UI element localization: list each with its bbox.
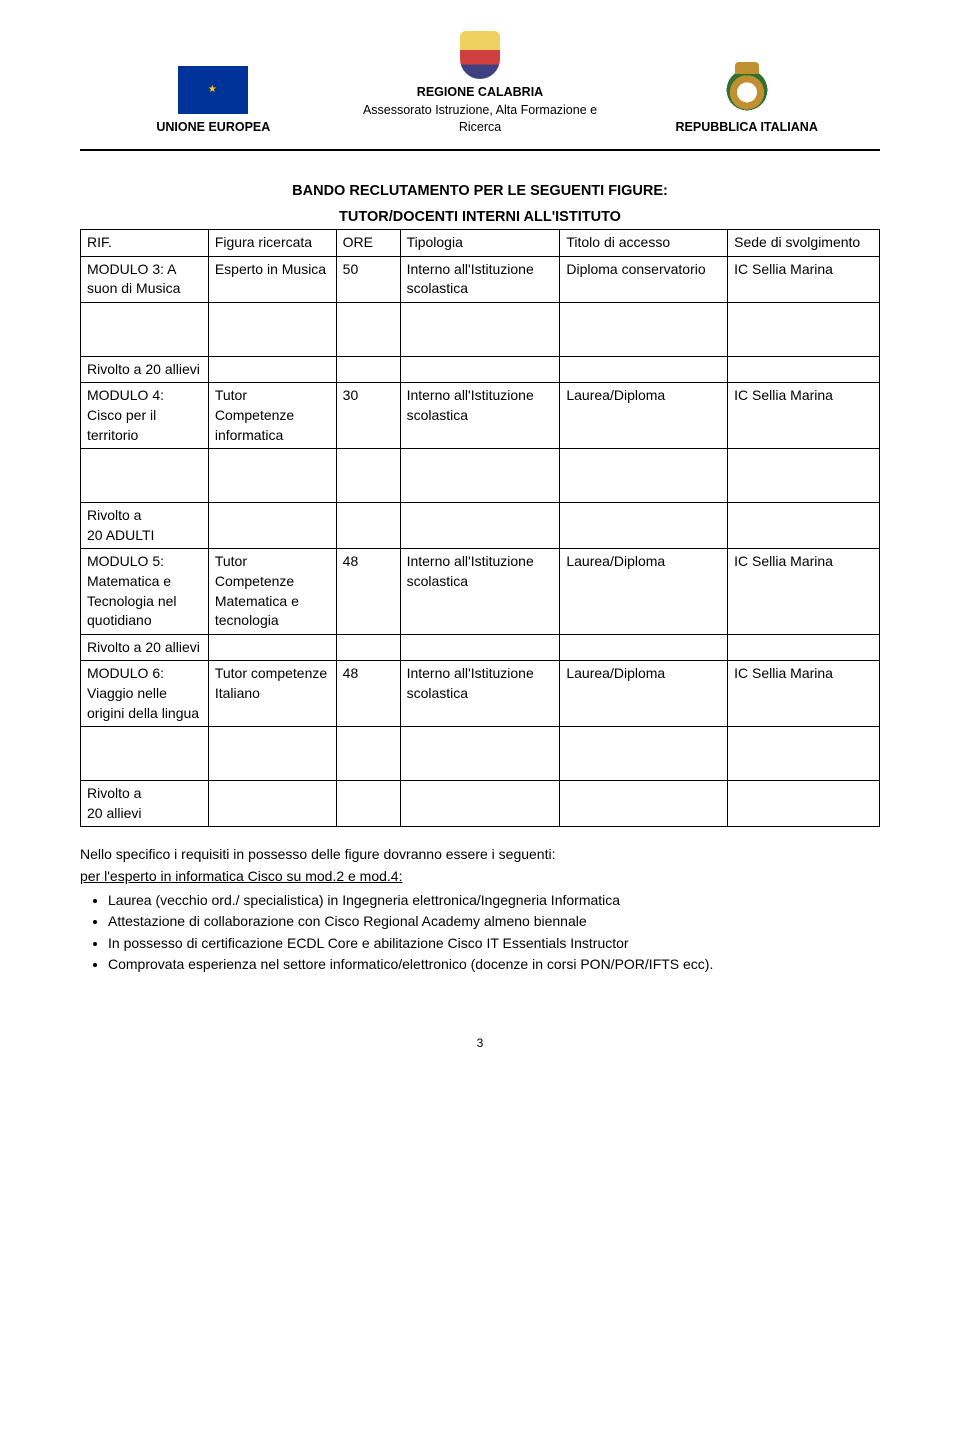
cell-sede: IC Sellia Marina bbox=[728, 383, 880, 449]
header-right-label: REPUBBLICA ITALIANA bbox=[613, 119, 880, 137]
req-bullet: Attestazione di collaborazione con Cisco… bbox=[108, 912, 880, 932]
table-row-spacer bbox=[81, 727, 880, 781]
table-row-spacer bbox=[81, 449, 880, 503]
italy-emblem-icon bbox=[613, 65, 880, 115]
cell-rif: MODULO 6: Viaggio nelle origini della li… bbox=[81, 661, 209, 727]
th-figura: Figura ricercata bbox=[208, 230, 336, 257]
cell-figura: Esperto in Musica bbox=[208, 256, 336, 302]
calabria-logo-icon bbox=[347, 30, 614, 80]
cell-rif-gap: Rivolto a 20 allievi bbox=[81, 356, 209, 383]
cell-tipologia: Interno all'Istituzione scolastica bbox=[400, 661, 560, 727]
table-row-gap: Rivolto a 20 allievi bbox=[81, 356, 880, 383]
doc-title-line2: TUTOR/DOCENTI INTERNI ALL'ISTITUTO bbox=[80, 207, 880, 227]
eu-flag-icon bbox=[80, 65, 347, 115]
th-sede: Sede di svolgimento bbox=[728, 230, 880, 257]
cell-ore: 50 bbox=[336, 256, 400, 302]
table-header-row: RIF. Figura ricercata ORE Tipologia Tito… bbox=[81, 230, 880, 257]
table-row-gap: Rivolto a 20 allievi bbox=[81, 634, 880, 661]
cell-tipologia: Interno all'Istituzione scolastica bbox=[400, 256, 560, 302]
header-left-label: UNIONE EUROPEA bbox=[80, 119, 347, 137]
th-titolo: Titolo di accesso bbox=[560, 230, 728, 257]
cell-sede: IC Sellia Marina bbox=[728, 256, 880, 302]
req-bullet-list: Laurea (vecchio ord./ specialistica) in … bbox=[108, 891, 880, 975]
cell-ore: 48 bbox=[336, 661, 400, 727]
requirements-block: Nello specifico i requisiti in possesso … bbox=[80, 845, 880, 975]
cell-sede: IC Sellia Marina bbox=[728, 549, 880, 634]
page-number: 3 bbox=[80, 1035, 880, 1052]
cell-rif-gap: Rivolto a 20 allievi bbox=[81, 634, 209, 661]
cell-rif-gap: Rivolto a 20 ADULTI bbox=[81, 503, 209, 549]
document-header: UNIONE EUROPEA REGIONE CALABRIA Assessor… bbox=[80, 30, 880, 137]
req-bullet: In possesso di certificazione ECDL Core … bbox=[108, 934, 880, 954]
th-rif: RIF. bbox=[81, 230, 209, 257]
cell-titolo: Laurea/Diploma bbox=[560, 549, 728, 634]
table-row: MODULO 4: Cisco per il territorio Tutor … bbox=[81, 383, 880, 449]
header-right: REPUBBLICA ITALIANA bbox=[613, 65, 880, 137]
req-bullet: Comprovata esperienza nel settore inform… bbox=[108, 955, 880, 975]
header-center: REGIONE CALABRIA Assessorato Istruzione,… bbox=[347, 30, 614, 137]
cell-titolo: Diploma conservatorio bbox=[560, 256, 728, 302]
table-row: MODULO 6: Viaggio nelle origini della li… bbox=[81, 661, 880, 727]
cell-figura: Tutor Competenze Matematica e tecnologia bbox=[208, 549, 336, 634]
recruitment-table: RIF. Figura ricercata ORE Tipologia Tito… bbox=[80, 229, 880, 827]
header-center-label: REGIONE CALABRIA bbox=[347, 84, 614, 102]
req-bullet: Laurea (vecchio ord./ specialistica) in … bbox=[108, 891, 880, 911]
doc-title-line1: BANDO RECLUTAMENTO PER LE SEGUENTI FIGUR… bbox=[80, 181, 880, 201]
table-row: MODULO 5: Matematica e Tecnologia nel qu… bbox=[81, 549, 880, 634]
cell-figura: Tutor Competenze informatica bbox=[208, 383, 336, 449]
th-ore: ORE bbox=[336, 230, 400, 257]
cell-rif-gap: Rivolto a 20 allievi bbox=[81, 781, 209, 827]
cell-ore: 30 bbox=[336, 383, 400, 449]
table-row-spacer bbox=[81, 302, 880, 356]
cell-tipologia: Interno all'Istituzione scolastica bbox=[400, 383, 560, 449]
th-tipologia: Tipologia bbox=[400, 230, 560, 257]
cell-tipologia: Interno all'Istituzione scolastica bbox=[400, 549, 560, 634]
cell-figura: Tutor competenze Italiano bbox=[208, 661, 336, 727]
cell-rif: MODULO 3: A suon di Musica bbox=[81, 256, 209, 302]
cell-rif: MODULO 5: Matematica e Tecnologia nel qu… bbox=[81, 549, 209, 634]
cell-rif: MODULO 4: Cisco per il territorio bbox=[81, 383, 209, 449]
req-intro: Nello specifico i requisiti in possesso … bbox=[80, 845, 880, 865]
table-row-gap: Rivolto a 20 ADULTI bbox=[81, 503, 880, 549]
header-divider bbox=[80, 149, 880, 151]
header-center-sub: Assessorato Istruzione, Alta Formazione … bbox=[347, 102, 614, 137]
header-left: UNIONE EUROPEA bbox=[80, 65, 347, 137]
cell-titolo: Laurea/Diploma bbox=[560, 661, 728, 727]
cell-ore: 48 bbox=[336, 549, 400, 634]
cell-titolo: Laurea/Diploma bbox=[560, 383, 728, 449]
req-subtitle: per l'esperto in informatica Cisco su mo… bbox=[80, 867, 880, 887]
cell-sede: IC Sellia Marina bbox=[728, 661, 880, 727]
table-row-gap: Rivolto a 20 allievi bbox=[81, 781, 880, 827]
table-row: MODULO 3: A suon di Musica Esperto in Mu… bbox=[81, 256, 880, 302]
